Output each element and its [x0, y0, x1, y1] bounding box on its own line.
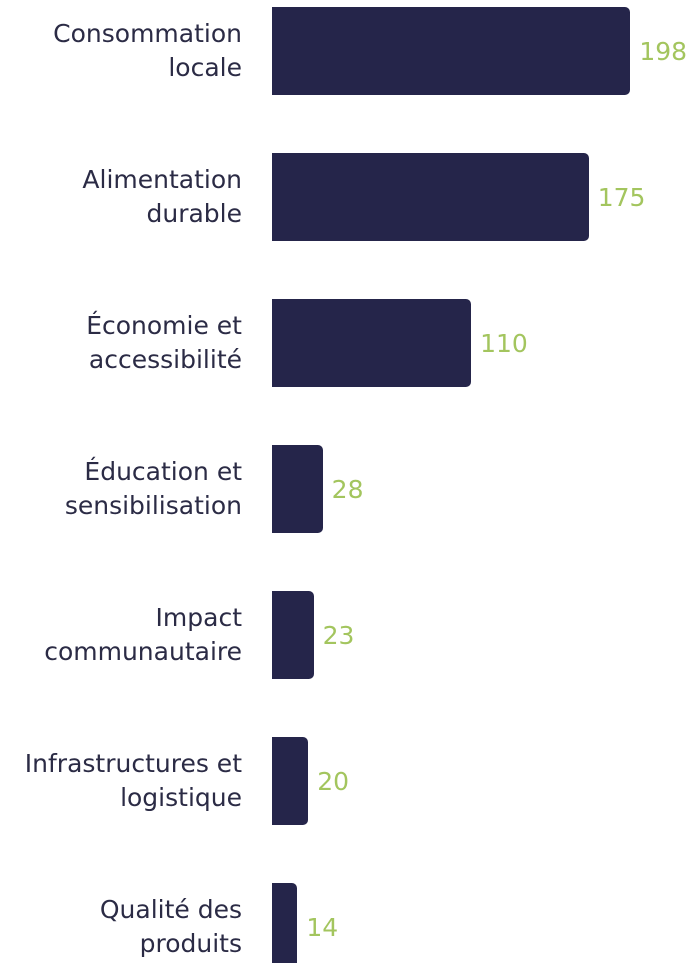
category-label: Éducation et sensibilisation	[64, 457, 242, 520]
category-label: Économie et accessibilité	[86, 311, 242, 374]
value-label: 198	[639, 36, 688, 66]
category-label: Infrastructures et logistique	[24, 749, 242, 812]
bar	[272, 153, 589, 241]
category-label: Qualité des produits	[99, 895, 242, 958]
bar	[272, 737, 309, 825]
category-label: Alimentation durable	[82, 165, 242, 228]
bar	[272, 299, 472, 387]
value-label: 110	[480, 328, 528, 358]
bar	[272, 591, 314, 679]
value-label: 28	[331, 474, 364, 504]
value-label: 20	[317, 766, 349, 796]
category-label: Impact communautaire	[44, 603, 242, 666]
bar	[272, 883, 298, 963]
value-label: 14	[306, 912, 339, 942]
bar	[272, 7, 631, 95]
value-label: 23	[322, 620, 355, 650]
value-label: 175	[597, 182, 646, 212]
category-label: Consommation locale	[53, 19, 242, 82]
bar	[272, 445, 323, 533]
